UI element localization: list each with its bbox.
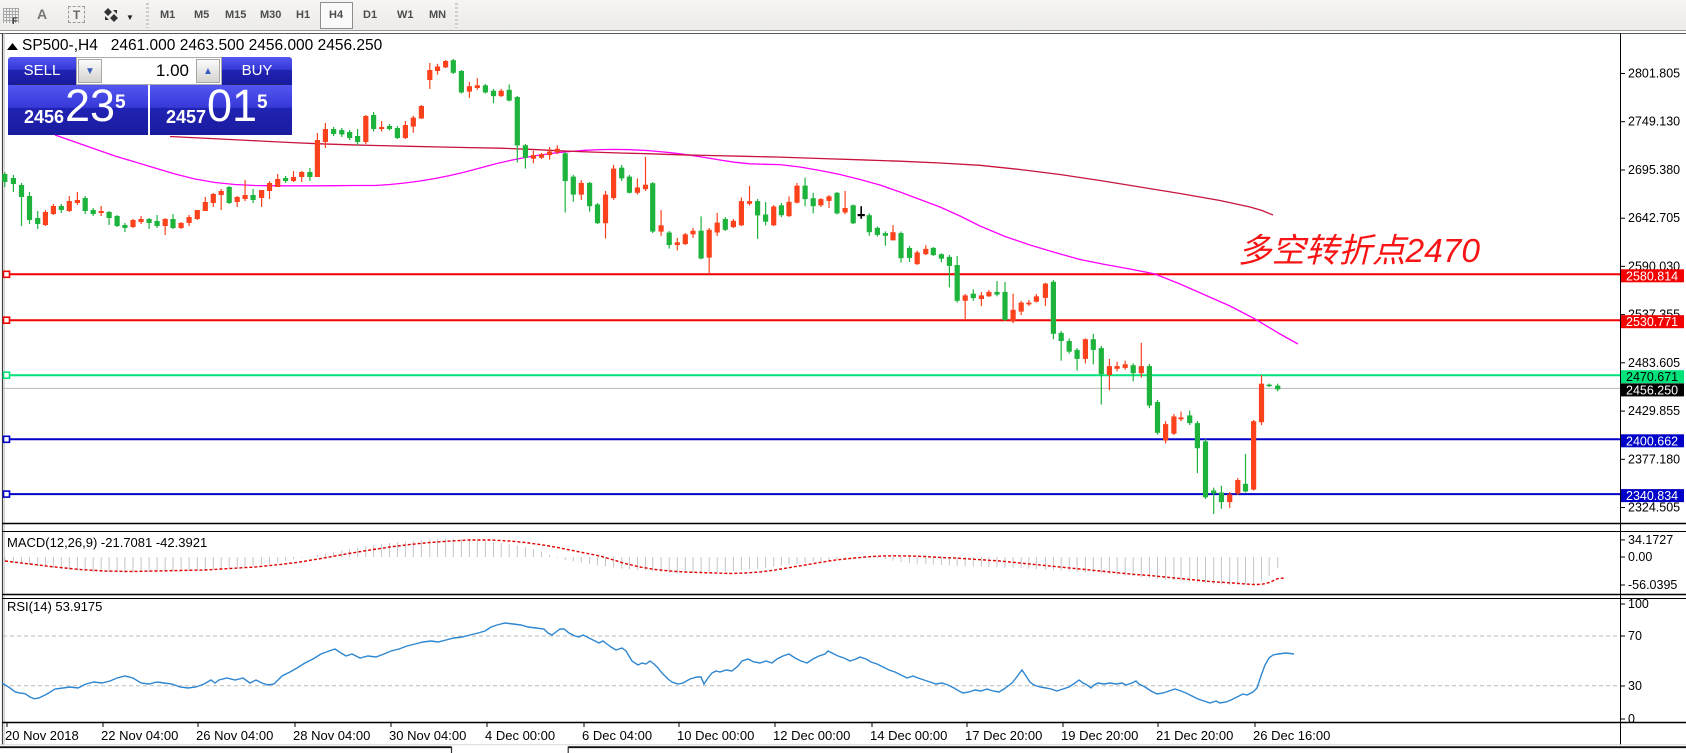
svg-text:26 Nov 04:00: 26 Nov 04:00 <box>196 728 273 743</box>
svg-text:2530.771: 2530.771 <box>1626 315 1678 329</box>
svg-text:2377.180: 2377.180 <box>1628 452 1680 466</box>
svg-text:0.00: 0.00 <box>1628 550 1652 564</box>
svg-text:2580.814: 2580.814 <box>1626 269 1678 283</box>
svg-text:多空转折点2470: 多空转折点2470 <box>1238 233 1480 270</box>
svg-text:12 Dec 00:00: 12 Dec 00:00 <box>773 728 850 743</box>
svg-text:28 Nov 04:00: 28 Nov 04:00 <box>293 728 370 743</box>
svg-text:10 Dec 00:00: 10 Dec 00:00 <box>677 728 754 743</box>
svg-text:RSI(14) 53.9175: RSI(14) 53.9175 <box>7 599 102 614</box>
svg-text:4 Dec 00:00: 4 Dec 00:00 <box>485 728 555 743</box>
svg-text:2749.130: 2749.130 <box>1628 115 1680 129</box>
svg-text:2429.855: 2429.855 <box>1628 404 1680 418</box>
svg-text:-56.0395: -56.0395 <box>1628 578 1677 592</box>
svg-text:2470.671: 2470.671 <box>1626 370 1678 384</box>
svg-text:6 Dec 04:00: 6 Dec 04:00 <box>582 728 652 743</box>
svg-text:2324.505: 2324.505 <box>1628 501 1680 515</box>
svg-text:30 Nov 04:00: 30 Nov 04:00 <box>389 728 466 743</box>
svg-text:2456.250: 2456.250 <box>1626 383 1678 397</box>
svg-text:2801.805: 2801.805 <box>1628 67 1680 81</box>
svg-text:34.1727: 34.1727 <box>1628 533 1673 547</box>
svg-text:2340.834: 2340.834 <box>1626 489 1678 503</box>
svg-text:14 Dec 00:00: 14 Dec 00:00 <box>870 728 947 743</box>
svg-text:100: 100 <box>1628 597 1649 611</box>
svg-text:2483.605: 2483.605 <box>1628 356 1680 370</box>
svg-text:20 Nov 2018: 20 Nov 2018 <box>5 728 79 743</box>
svg-text:MACD(12,26,9) -21.7081 -42.392: MACD(12,26,9) -21.7081 -42.3921 <box>7 535 207 550</box>
svg-text:22 Nov 04:00: 22 Nov 04:00 <box>101 728 178 743</box>
svg-text:70: 70 <box>1628 629 1642 643</box>
svg-text:26 Dec 16:00: 26 Dec 16:00 <box>1253 728 1330 743</box>
svg-text:2400.662: 2400.662 <box>1626 434 1678 448</box>
svg-text:30: 30 <box>1628 679 1642 693</box>
svg-text:21 Dec 20:00: 21 Dec 20:00 <box>1156 728 1233 743</box>
svg-text:2695.380: 2695.380 <box>1628 163 1680 177</box>
svg-text:19 Dec 20:00: 19 Dec 20:00 <box>1061 728 1138 743</box>
svg-text:2642.705: 2642.705 <box>1628 211 1680 225</box>
svg-text:17 Dec 20:00: 17 Dec 20:00 <box>965 728 1042 743</box>
svg-text:0: 0 <box>1628 712 1635 726</box>
